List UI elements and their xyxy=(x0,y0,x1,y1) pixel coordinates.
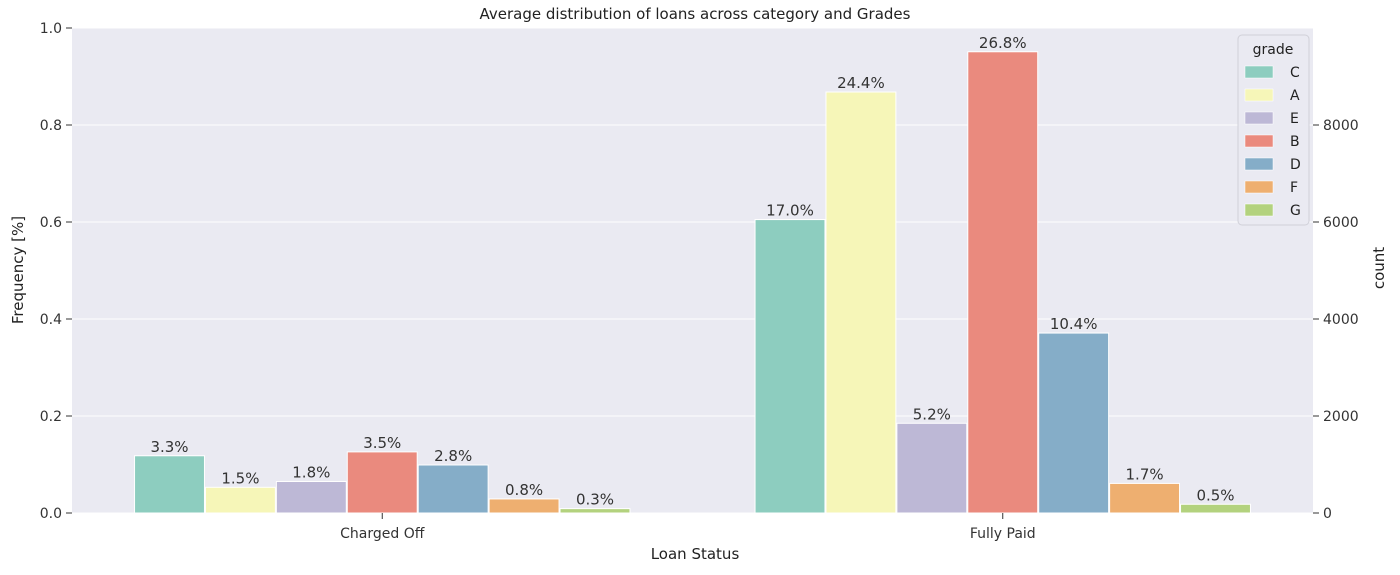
bar-label: 0.8% xyxy=(505,481,543,499)
y-tick-label: 0.6 xyxy=(40,215,62,231)
x-axis-ticks: Charged Off Fully Paid xyxy=(340,513,1036,542)
legend-box xyxy=(1237,34,1310,226)
legend-label-G: G xyxy=(1290,203,1301,219)
bar-label: 17.0% xyxy=(766,202,814,220)
legend-swatch-F xyxy=(1244,180,1274,194)
bar-label: 10.4% xyxy=(1050,315,1098,333)
legend-label-E: E xyxy=(1290,111,1299,127)
bar-E-1 xyxy=(896,422,968,514)
legend-swatch-D xyxy=(1244,157,1274,171)
bar-G-1 xyxy=(1180,503,1251,514)
legend-swatch-B xyxy=(1244,134,1274,148)
bar-label: 3.5% xyxy=(363,434,401,452)
x-tick-label: Charged Off xyxy=(340,526,425,542)
bar-D-1 xyxy=(1038,332,1110,514)
bars xyxy=(134,51,1251,514)
bar-A-1 xyxy=(825,91,897,514)
legend-label-A: A xyxy=(1290,88,1300,104)
bar-A-0 xyxy=(204,486,276,514)
y-right-tick-label: 6000 xyxy=(1323,215,1359,231)
y-right-tick-label: 4000 xyxy=(1323,312,1359,328)
legend-label-D: D xyxy=(1290,157,1301,173)
y-right-tick-label: 2000 xyxy=(1323,409,1359,425)
y-axis-right-ticks: 0 2000 4000 6000 8000 xyxy=(1313,118,1359,522)
bar-label: 1.7% xyxy=(1126,465,1164,483)
bar-label: 1.8% xyxy=(292,463,330,481)
y-right-tick-label: 8000 xyxy=(1323,118,1359,134)
y-right-tick-label: 0 xyxy=(1323,506,1332,522)
x-tick-label: Fully Paid xyxy=(970,526,1036,542)
bar-label: 5.2% xyxy=(913,405,951,423)
bar-label: 0.5% xyxy=(1196,486,1234,504)
legend-swatch-G xyxy=(1244,203,1274,217)
bar-label: 26.8% xyxy=(979,34,1027,52)
bar-C-1 xyxy=(754,219,826,514)
bar-labels: 3.3% 1.5% 1.8% 3.5% 2.8% 0.8% 0.3% 17.0% 24.4% 5.… xyxy=(150,34,1234,509)
bar-C-0 xyxy=(134,455,205,514)
bar-label: 24.4% xyxy=(837,74,885,92)
bar-D-0 xyxy=(417,464,489,514)
bar-B-0 xyxy=(346,451,418,514)
y-tick-label: 0.0 xyxy=(40,506,62,522)
legend-title: grade xyxy=(1253,42,1294,58)
legend-label-C: C xyxy=(1290,65,1300,81)
y-tick-label: 0.8 xyxy=(40,118,62,134)
x-axis-label: Loan Status xyxy=(651,545,740,563)
legend-swatch-E xyxy=(1244,111,1274,125)
bar-label: 2.8% xyxy=(434,447,472,465)
y-axis-left-ticks: 0.0 0.2 0.4 0.6 0.8 1.0 xyxy=(40,21,72,522)
y-axis-label: Frequency [%] xyxy=(9,216,27,324)
bar-F-1 xyxy=(1109,482,1181,514)
bar-label: 0.3% xyxy=(576,491,614,509)
y-tick-label: 0.4 xyxy=(40,312,62,328)
bar-F-0 xyxy=(488,498,560,514)
bar-label: 3.3% xyxy=(150,438,188,456)
legend-label-B: B xyxy=(1290,134,1300,150)
bar-E-0 xyxy=(275,480,347,514)
y-tick-label: 0.2 xyxy=(40,409,62,425)
legend-label-F: F xyxy=(1290,180,1298,196)
bar-label: 1.5% xyxy=(221,469,259,487)
y-tick-label: 1.0 xyxy=(40,21,62,37)
plot-area xyxy=(72,28,1313,513)
legend-swatch-A xyxy=(1244,88,1274,102)
y-axis-right-label: count xyxy=(1370,247,1388,289)
bar-B-1 xyxy=(967,51,1039,514)
legend-swatch-C xyxy=(1244,65,1274,79)
chart-title: Average distribution of loans across cat… xyxy=(480,5,911,23)
bar-G-0 xyxy=(559,508,631,514)
